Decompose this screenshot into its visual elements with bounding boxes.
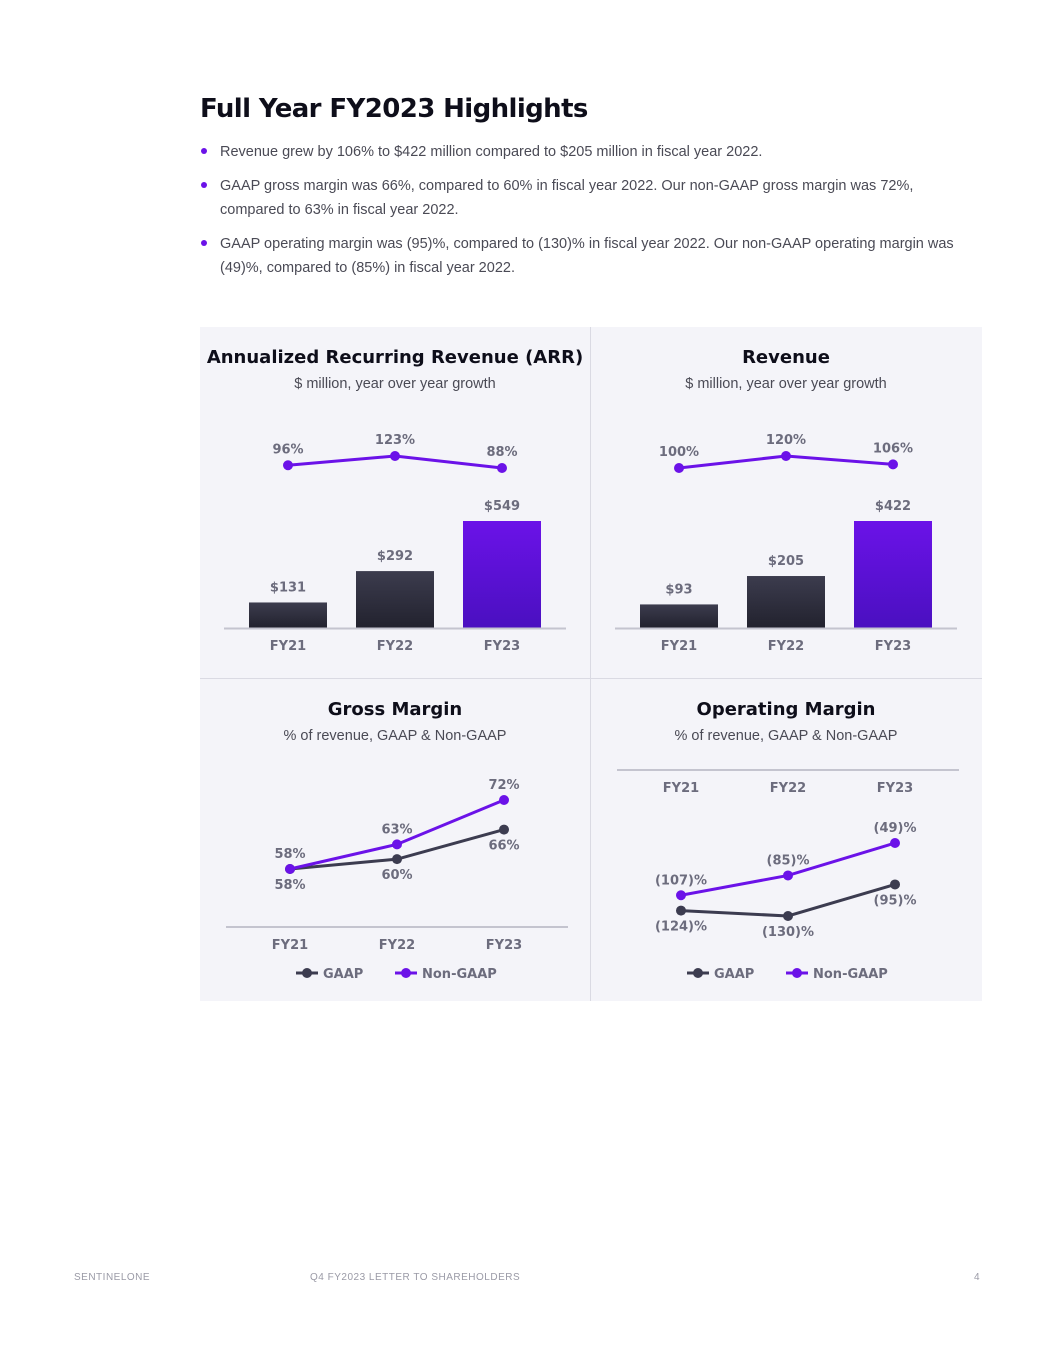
- chart-1-growth-label-1: 120%: [766, 433, 806, 448]
- chart-0-subtitle: $ million, year over year growth: [294, 376, 495, 392]
- chart-2-series-1-point-2: [499, 795, 509, 805]
- chart-1-bar-label-0: $93: [665, 582, 692, 597]
- chart-2-title: Gross Margin: [328, 699, 463, 720]
- page-title: Full Year FY2023 Highlights: [200, 94, 588, 124]
- chart-2-tick-1: FY22: [379, 938, 415, 953]
- chart-2-series-0-label-1: 60%: [381, 868, 412, 883]
- panel-divider-horizontal: [200, 678, 982, 679]
- chart-1-bar-label-1: $205: [768, 554, 804, 569]
- highlight-revenue: Revenue grew by 106% to $422 million com…: [200, 140, 970, 164]
- chart-3-subtitle: % of revenue, GAAP & Non-GAAP: [675, 728, 898, 744]
- chart-1-growth-point-2: [888, 459, 898, 470]
- chart-1-growth-point-0: [674, 463, 684, 473]
- chart-3-title: Operating Margin: [697, 699, 876, 720]
- chart-3-series-1-point-2: [890, 838, 900, 848]
- chart-0-tick-1: FY22: [377, 639, 413, 654]
- chart-2-series-1-point-0: [285, 864, 295, 874]
- chart-3-series-1-line: [680, 841, 896, 897]
- chart-0-tick-0: FY21: [270, 639, 306, 654]
- chart-0-growth-label-1: 123%: [375, 433, 415, 448]
- chart-1-tick-1: FY22: [768, 639, 804, 654]
- chart-3-series-0-label-0: (124)%: [655, 920, 707, 935]
- chart-1-bar-fy22: [747, 576, 825, 628]
- chart-0-bar-label-1: $292: [377, 549, 413, 564]
- chart-3-series-1-label-2: (49)%: [874, 821, 917, 836]
- chart-2-tick-2: FY23: [486, 938, 522, 953]
- chart-3-tick-0: FY21: [663, 781, 699, 796]
- chart-0-bar-label-0: $131: [270, 580, 306, 595]
- chart-1-growth-label-2: 106%: [873, 441, 913, 456]
- chart-1-growth-point-1: [781, 451, 791, 461]
- chart-2-legend-label-1: Non-GAAP: [422, 967, 497, 982]
- chart-0-growth-point-0: [283, 460, 293, 471]
- chart-1-subtitle: $ million, year over year growth: [685, 376, 886, 392]
- chart-2-series-0-point-2: [499, 824, 509, 835]
- chart-2-series-1-point-1: [392, 839, 402, 850]
- highlights-list: Revenue grew by 106% to $422 million com…: [200, 140, 970, 290]
- chart-2-series-0-label-2: 66%: [488, 839, 519, 854]
- charts-svg: Annualized Recurring Revenue (ARR) $ mill…: [207, 347, 959, 982]
- chart-3-series-0-label-2: (95)%: [874, 893, 917, 908]
- chart-0-bar-fy23: [463, 521, 541, 628]
- chart-1-bar-label-2: $422: [875, 499, 911, 514]
- chart-1-bar-fy21: [640, 604, 718, 628]
- chart-2-tick-0: FY21: [272, 938, 308, 953]
- highlight-gross-margin: GAAP gross margin was 66%, compared to 6…: [200, 174, 970, 222]
- chart-0-title: Annualized Recurring Revenue (ARR): [207, 347, 583, 368]
- chart-2-legend-swatch-point-0: [302, 968, 312, 978]
- chart-0-tick-2: FY23: [484, 639, 520, 654]
- chart-0-bar-label-2: $549: [484, 499, 520, 514]
- chart-1-bar-fy23: [854, 521, 932, 628]
- chart-0-growth-point-1: [390, 451, 400, 461]
- chart-2-series-1-label-1: 63%: [381, 822, 412, 837]
- chart-2-legend-swatch-point-1: [401, 968, 411, 978]
- chart-2-subtitle: % of revenue, GAAP & Non-GAAP: [284, 728, 507, 744]
- chart-0-growth-point-2: [497, 463, 507, 473]
- chart-1-title: Revenue: [742, 347, 830, 368]
- chart-3-series-0-point-1: [783, 911, 793, 921]
- chart-2-series-1-label-0: 58%: [274, 847, 305, 862]
- panel-divider-vertical: [590, 327, 591, 1001]
- chart-2-series-1-label-2: 72%: [488, 778, 519, 793]
- chart-2-series-0-point-1: [392, 854, 402, 865]
- chart-3-series-1-label-1: (85)%: [767, 853, 810, 868]
- chart-3-series-0-label-1: (130)%: [762, 925, 814, 940]
- chart-3-legend-label-0: GAAP: [714, 967, 754, 982]
- chart-3-legend-label-1: Non-GAAP: [813, 967, 888, 982]
- highlight-operating-margin: GAAP operating margin was (95)%, compare…: [200, 232, 970, 280]
- chart-0-growth-label-0: 96%: [272, 442, 303, 457]
- chart-0-bar-fy22: [356, 571, 434, 628]
- chart-0-bar-fy21: [249, 602, 327, 628]
- chart-1-growth-label-0: 100%: [659, 445, 699, 460]
- chart-3-legend-swatch-point-1: [792, 968, 802, 978]
- chart-3-series-1-point-1: [783, 870, 793, 881]
- chart-1-tick-0: FY21: [661, 639, 697, 654]
- chart-3-series-1-label-0: (107)%: [655, 873, 707, 888]
- footer-company: SENTINELONE: [74, 1272, 151, 1283]
- footer-document: Q4 FY2023 LETTER TO SHAREHOLDERS: [310, 1272, 521, 1283]
- chart-3-series-0-point-0: [676, 905, 686, 916]
- footer-page-number: 4: [974, 1272, 981, 1283]
- chart-3-series-1-point-0: [676, 890, 686, 901]
- chart-2-series-0-label-0: 58%: [274, 878, 305, 893]
- chart-3-tick-2: FY23: [877, 781, 913, 796]
- chart-2-legend-label-0: GAAP: [323, 967, 363, 982]
- chart-3-series-0-point-2: [890, 879, 900, 890]
- chart-0-growth-label-2: 88%: [486, 445, 517, 460]
- charts-panel: Annualized Recurring Revenue (ARR) $ mill…: [200, 327, 982, 1001]
- chart-1-tick-2: FY23: [875, 639, 911, 654]
- chart-3-legend-swatch-point-0: [693, 968, 703, 978]
- chart-3-tick-1: FY22: [770, 781, 806, 796]
